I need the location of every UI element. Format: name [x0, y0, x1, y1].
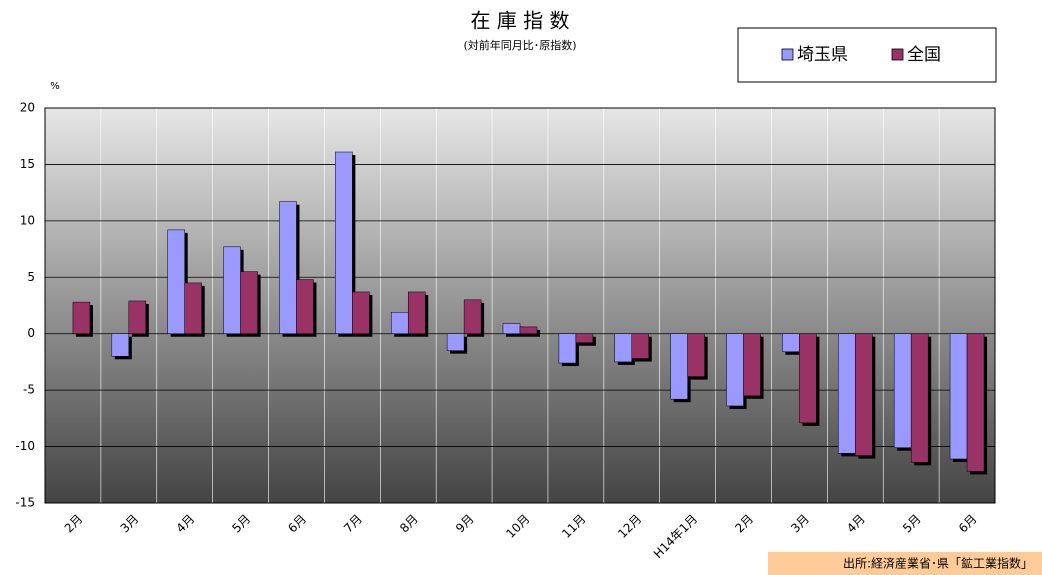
x-tick-label: 5月	[229, 512, 253, 536]
x-tick-label: H14年1月	[651, 512, 700, 561]
source-note: 出所:経済産業省･県「鉱工業指数」	[843, 556, 1033, 571]
bar	[240, 271, 258, 334]
y-tick-label: 10	[20, 213, 35, 227]
y-tick-label: -5	[23, 383, 35, 397]
chart-title: 在 庫 指 数	[470, 9, 569, 33]
x-tick-label: 2月	[62, 512, 86, 536]
legend-label: 埼玉県	[797, 45, 848, 65]
source-box	[768, 552, 1042, 575]
bar	[72, 301, 91, 334]
bar	[893, 333, 912, 448]
x-tick-label: 4月	[174, 512, 198, 536]
y-unit: %	[50, 81, 60, 92]
bar	[335, 151, 353, 334]
bar	[111, 333, 130, 357]
bar	[463, 299, 482, 334]
bar	[631, 333, 650, 359]
y-tick-label: 15	[20, 157, 35, 171]
bar	[519, 326, 538, 334]
bar	[966, 333, 985, 472]
bar	[128, 300, 147, 334]
y-tick-label: -10	[15, 439, 35, 453]
bar	[407, 291, 426, 334]
bar	[558, 333, 577, 364]
x-tick-label: 10月	[503, 512, 532, 541]
bar	[743, 333, 761, 397]
bar	[614, 333, 633, 363]
bar	[670, 333, 688, 400]
x-tick-label: 11月	[559, 512, 588, 541]
x-tick-label: 3月	[788, 512, 812, 536]
bar	[910, 333, 929, 463]
bar	[223, 246, 241, 334]
bar	[279, 201, 297, 334]
x-tick-label: 6月	[285, 512, 309, 536]
x-tick-label: 7月	[341, 512, 365, 536]
bar	[390, 312, 409, 334]
x-tick-label: 3月	[118, 512, 142, 536]
bar	[799, 333, 817, 424]
x-tick-label: 2月	[732, 512, 756, 536]
bar	[167, 229, 185, 334]
x-tick-label: 6月	[956, 512, 980, 536]
bar	[446, 333, 465, 351]
y-tick-label: 0	[27, 326, 35, 340]
x-tick-label: 12月	[615, 512, 644, 541]
bar	[502, 323, 521, 334]
x-tick-label: 9月	[453, 512, 477, 536]
legend-box	[737, 27, 997, 83]
bar	[949, 333, 968, 460]
legend-label: 全国	[907, 45, 941, 65]
x-tick-label: 4月	[844, 512, 868, 536]
x-tick-label: 8月	[397, 512, 421, 536]
bar	[296, 279, 314, 334]
legend-swatch	[891, 48, 904, 61]
y-tick-label: 5	[27, 270, 35, 284]
x-tick-label: 5月	[900, 512, 924, 536]
y-tick-label: 20	[20, 101, 35, 115]
bar	[726, 333, 744, 407]
bar	[352, 291, 370, 334]
bar	[855, 333, 873, 456]
chart-subtitle: (対前年同月比･原指数)	[463, 38, 576, 52]
bar	[575, 333, 594, 343]
bar	[184, 282, 202, 334]
bar	[782, 333, 800, 353]
bar	[838, 333, 856, 454]
bar	[687, 333, 705, 377]
legend-swatch	[781, 48, 794, 61]
y-tick-label: -15	[15, 496, 35, 510]
